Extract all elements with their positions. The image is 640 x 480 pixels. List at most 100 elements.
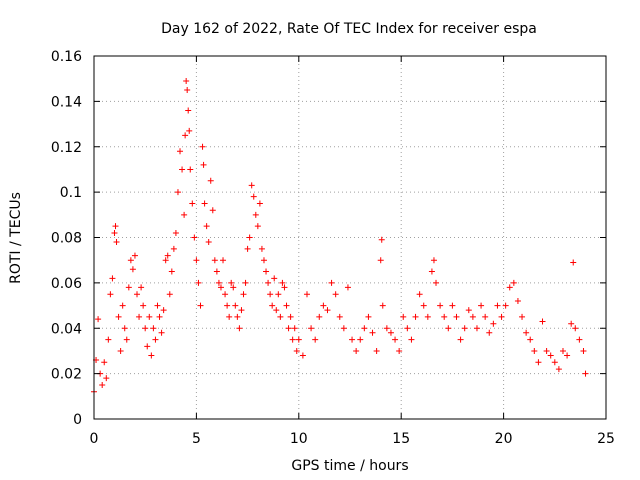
- data-point: [365, 313, 372, 320]
- data-point: [113, 239, 120, 246]
- data-point: [238, 307, 245, 314]
- y-axis-label: ROTI / TECUs: [8, 192, 24, 284]
- data-point: [564, 352, 571, 359]
- data-point: [328, 279, 335, 286]
- data-point: [559, 347, 566, 354]
- data-point: [101, 359, 108, 366]
- data-point: [387, 329, 394, 336]
- grid-lines: [94, 56, 606, 419]
- data-point: [469, 313, 476, 320]
- data-point: [369, 329, 376, 336]
- data-point: [400, 313, 407, 320]
- data-point: [240, 291, 247, 298]
- data-points: [91, 77, 589, 395]
- data-point: [312, 336, 319, 343]
- data-point: [527, 336, 534, 343]
- data-point: [361, 325, 368, 332]
- data-point: [136, 313, 143, 320]
- data-point: [283, 302, 290, 309]
- data-point: [228, 279, 235, 286]
- data-point: [445, 325, 452, 332]
- data-point: [220, 257, 227, 264]
- data-point: [115, 313, 122, 320]
- data-point: [416, 291, 423, 298]
- data-point: [316, 313, 323, 320]
- data-point: [134, 291, 141, 298]
- data-point: [246, 234, 253, 241]
- data-point: [275, 291, 282, 298]
- data-point: [277, 313, 284, 320]
- data-point: [224, 302, 231, 309]
- axis-ticks: [93, 55, 607, 420]
- data-point: [293, 347, 300, 354]
- data-point: [186, 127, 193, 134]
- data-point: [320, 302, 327, 309]
- data-point: [482, 313, 489, 320]
- data-point: [99, 381, 106, 388]
- data-point: [263, 268, 270, 275]
- data-point: [285, 325, 292, 332]
- data-point: [498, 313, 505, 320]
- data-point: [105, 336, 112, 343]
- data-point: [357, 336, 364, 343]
- data-point: [531, 347, 538, 354]
- data-point: [349, 336, 356, 343]
- data-point: [539, 318, 546, 325]
- data-point: [199, 143, 206, 150]
- data-point: [123, 336, 130, 343]
- data-point: [109, 275, 116, 282]
- data-point: [273, 307, 280, 314]
- chart-title: Day 162 of 2022, Rate Of TEC Index for r…: [161, 21, 537, 37]
- data-point: [166, 291, 173, 298]
- y-tick-label: 0.02: [51, 367, 82, 383]
- data-point: [396, 347, 403, 354]
- data-point: [269, 302, 276, 309]
- data-point: [256, 200, 263, 207]
- data-point: [344, 284, 351, 291]
- data-point: [146, 313, 153, 320]
- y-tick-label: 0: [73, 412, 82, 428]
- data-point: [332, 291, 339, 298]
- data-point: [271, 275, 278, 282]
- data-point: [555, 366, 562, 373]
- data-point: [111, 229, 118, 236]
- data-point: [514, 298, 521, 305]
- data-point: [144, 343, 151, 350]
- data-point: [289, 336, 296, 343]
- x-axis-label: GPS time / hours: [291, 458, 408, 474]
- data-point: [142, 325, 149, 332]
- data-point: [103, 375, 110, 382]
- data-point: [543, 347, 550, 354]
- data-point: [568, 320, 575, 327]
- data-point: [303, 291, 310, 298]
- data-point: [193, 257, 200, 264]
- data-point: [299, 352, 306, 359]
- data-point: [213, 268, 220, 275]
- data-point: [412, 313, 419, 320]
- data-point: [551, 359, 558, 366]
- data-point: [222, 291, 229, 298]
- data-point: [121, 325, 128, 332]
- data-point: [570, 259, 577, 266]
- data-point: [340, 325, 347, 332]
- data-point: [160, 307, 167, 314]
- data-point: [205, 239, 212, 246]
- x-tick-label: 10: [290, 431, 308, 447]
- data-point: [177, 148, 184, 155]
- data-point: [107, 291, 114, 298]
- data-point: [547, 352, 554, 359]
- data-point: [295, 336, 302, 343]
- data-point: [506, 284, 513, 291]
- data-point: [383, 325, 390, 332]
- data-point: [430, 257, 437, 264]
- data-point: [140, 302, 147, 309]
- data-point: [441, 313, 448, 320]
- data-point: [465, 307, 472, 314]
- data-point: [184, 87, 191, 94]
- data-point: [252, 211, 259, 218]
- data-point: [457, 336, 464, 343]
- data-point: [572, 325, 579, 332]
- data-point: [172, 229, 179, 236]
- data-point: [211, 257, 218, 264]
